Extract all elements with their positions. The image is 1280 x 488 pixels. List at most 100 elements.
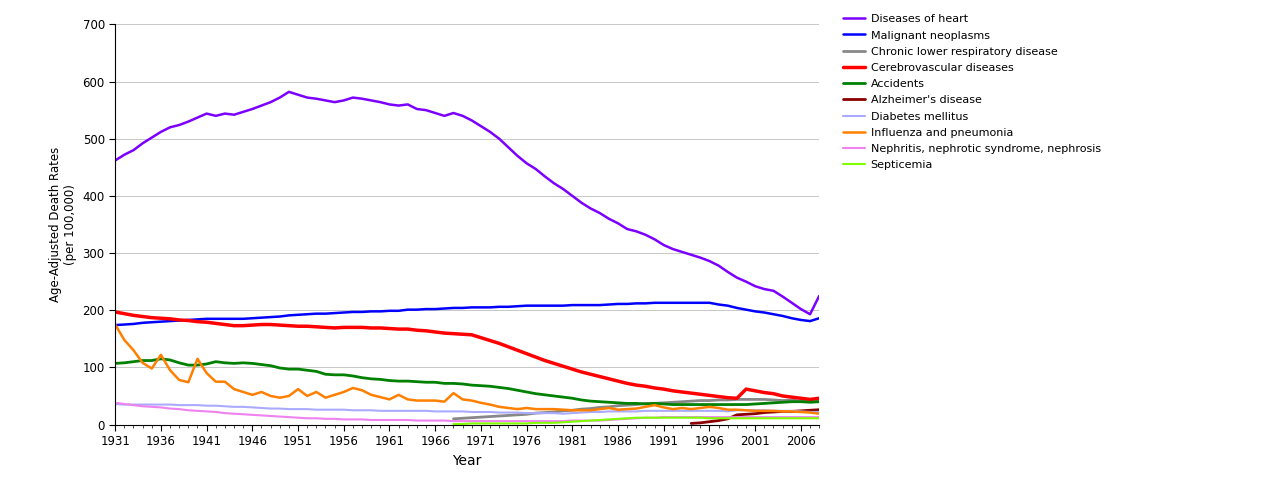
Septicemia bbox=[710, 415, 726, 421]
Nephritis, nephrotic syndrome, nephrosis bbox=[445, 418, 461, 424]
Diabetes mellitus bbox=[108, 401, 123, 407]
Chronic lower respiratory disease bbox=[547, 409, 562, 415]
Septicemia bbox=[454, 421, 470, 427]
Septicemia bbox=[538, 420, 553, 426]
Alzheimer's disease bbox=[794, 408, 809, 414]
Chronic lower respiratory disease bbox=[765, 397, 781, 403]
Nephritis, nephrotic syndrome, nephrosis bbox=[337, 416, 352, 422]
Chronic lower respiratory disease bbox=[794, 398, 809, 404]
Accidents bbox=[108, 361, 123, 366]
Malignant neoplasms bbox=[337, 309, 352, 315]
Line: Influenza and pneumonia: Influenza and pneumonia bbox=[115, 325, 819, 414]
Line: Nephritis, nephrotic syndrome, nephrosis: Nephritis, nephrotic syndrome, nephrosis bbox=[115, 403, 819, 421]
Alzheimer's disease bbox=[748, 411, 763, 417]
Alzheimer's disease bbox=[701, 419, 717, 425]
Chronic lower respiratory disease bbox=[684, 398, 699, 404]
Septicemia bbox=[500, 421, 516, 427]
Influenza and pneumonia bbox=[227, 386, 242, 392]
Septicemia bbox=[730, 415, 745, 421]
Septicemia bbox=[582, 418, 598, 424]
Alzheimer's disease bbox=[765, 409, 781, 415]
Alzheimer's disease bbox=[692, 420, 708, 426]
Septicemia bbox=[646, 415, 662, 421]
Nephritis, nephrotic syndrome, nephrosis bbox=[812, 414, 827, 420]
Septicemia bbox=[748, 415, 763, 421]
Chronic lower respiratory disease bbox=[454, 415, 470, 421]
Septicemia bbox=[509, 421, 525, 427]
Line: Malignant neoplasms: Malignant neoplasms bbox=[115, 303, 819, 325]
Chronic lower respiratory disease bbox=[509, 412, 525, 418]
Chronic lower respiratory disease bbox=[785, 397, 800, 403]
Alzheimer's disease bbox=[812, 407, 827, 413]
Chronic lower respiratory disease bbox=[518, 411, 534, 417]
Septicemia bbox=[611, 416, 626, 422]
Line: Cerebrovascular diseases: Cerebrovascular diseases bbox=[115, 312, 819, 399]
Line: Accidents: Accidents bbox=[115, 359, 819, 405]
X-axis label: Year: Year bbox=[453, 453, 481, 468]
Accidents bbox=[474, 383, 489, 388]
Accidents bbox=[236, 360, 251, 366]
Septicemia bbox=[637, 415, 653, 421]
Septicemia bbox=[701, 415, 717, 421]
Septicemia bbox=[721, 415, 736, 421]
Influenza and pneumonia bbox=[410, 398, 425, 404]
Septicemia bbox=[684, 415, 699, 421]
Cerebrovascular diseases bbox=[803, 396, 818, 402]
Chronic lower respiratory disease bbox=[573, 406, 589, 412]
Diseases of heart bbox=[282, 89, 297, 95]
Malignant neoplasms bbox=[227, 316, 242, 322]
Septicemia bbox=[556, 419, 571, 425]
Chronic lower respiratory disease bbox=[646, 401, 662, 407]
Diseases of heart bbox=[108, 158, 123, 163]
Alzheimer's disease bbox=[710, 418, 726, 424]
Diseases of heart bbox=[803, 311, 818, 317]
Septicemia bbox=[620, 415, 635, 421]
Nephritis, nephrotic syndrome, nephrosis bbox=[108, 400, 123, 406]
Septicemia bbox=[803, 415, 818, 421]
Chronic lower respiratory disease bbox=[812, 398, 827, 404]
Influenza and pneumonia bbox=[465, 398, 480, 404]
Cerebrovascular diseases bbox=[337, 325, 352, 330]
Septicemia bbox=[666, 415, 681, 421]
Accidents bbox=[812, 399, 827, 405]
Cerebrovascular diseases bbox=[465, 332, 480, 338]
Septicemia bbox=[765, 415, 781, 421]
Nephritis, nephrotic syndrome, nephrosis bbox=[620, 416, 635, 422]
Septicemia bbox=[593, 417, 608, 423]
Chronic lower respiratory disease bbox=[593, 405, 608, 410]
Chronic lower respiratory disease bbox=[538, 409, 553, 415]
Cerebrovascular diseases bbox=[227, 323, 242, 328]
Diseases of heart bbox=[419, 107, 434, 113]
Chronic lower respiratory disease bbox=[710, 397, 726, 403]
Chronic lower respiratory disease bbox=[620, 402, 635, 408]
Diabetes mellitus bbox=[620, 408, 635, 414]
Septicemia bbox=[785, 415, 800, 421]
Chronic lower respiratory disease bbox=[628, 402, 644, 407]
Malignant neoplasms bbox=[410, 307, 425, 313]
Septicemia bbox=[756, 415, 772, 421]
Septicemia bbox=[602, 416, 617, 422]
Septicemia bbox=[564, 419, 580, 425]
Chronic lower respiratory disease bbox=[556, 408, 571, 414]
Malignant neoplasms bbox=[108, 322, 123, 328]
Chronic lower respiratory disease bbox=[675, 399, 690, 405]
Chronic lower respiratory disease bbox=[637, 401, 653, 407]
Chronic lower respiratory disease bbox=[721, 397, 736, 403]
Chronic lower respiratory disease bbox=[739, 396, 754, 402]
Alzheimer's disease bbox=[785, 408, 800, 414]
Influenza and pneumonia bbox=[108, 322, 123, 327]
Septicemia bbox=[518, 421, 534, 427]
Line: Alzheimer's disease: Alzheimer's disease bbox=[691, 410, 819, 424]
Septicemia bbox=[492, 421, 507, 427]
Line: Diabetes mellitus: Diabetes mellitus bbox=[115, 404, 819, 414]
Nephritis, nephrotic syndrome, nephrosis bbox=[154, 405, 169, 410]
Septicemia bbox=[483, 421, 498, 427]
Septicemia bbox=[465, 421, 480, 427]
Chronic lower respiratory disease bbox=[582, 406, 598, 411]
Chronic lower respiratory disease bbox=[756, 396, 772, 402]
Chronic lower respiratory disease bbox=[529, 410, 544, 416]
Diabetes mellitus bbox=[556, 411, 571, 417]
Diabetes mellitus bbox=[410, 408, 425, 414]
Influenza and pneumonia bbox=[611, 407, 626, 413]
Accidents bbox=[346, 373, 361, 379]
